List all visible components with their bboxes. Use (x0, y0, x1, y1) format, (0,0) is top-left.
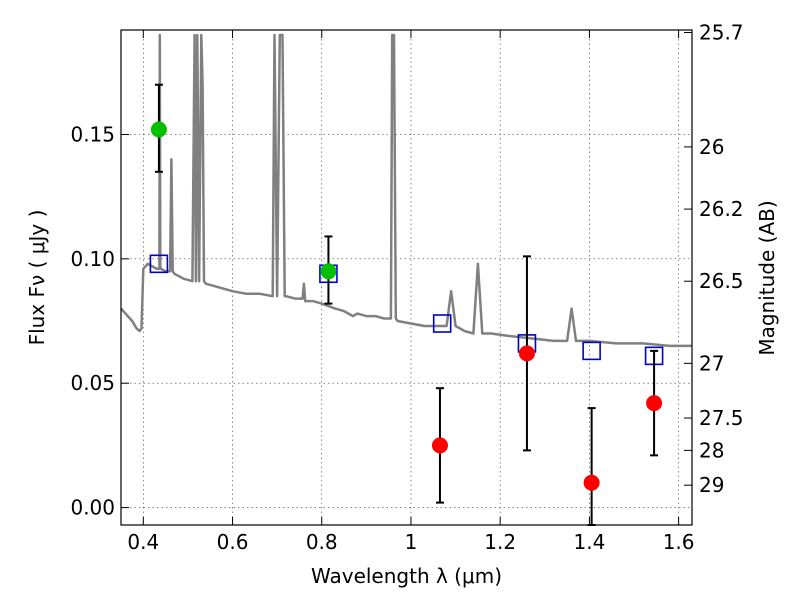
non-detection-point (518, 345, 535, 362)
y2-tick-label: 25.7 (699, 20, 744, 44)
grid-lines (121, 30, 692, 525)
model-photometry-square (582, 341, 601, 361)
y2-tick-label: 27.5 (699, 406, 744, 430)
y-tick-label: 0.05 (70, 371, 115, 395)
x-tick-label: 1.6 (663, 530, 695, 554)
x-axis-label: Wavelength λ (μm) (311, 564, 502, 588)
y2-tick-label: 26.2 (699, 197, 744, 221)
plot-frame (120, 29, 693, 526)
y2-tick-label: 28 (699, 438, 724, 462)
y2-tick-label: 26.5 (699, 269, 744, 293)
x-tick-label: 1 (405, 530, 418, 554)
x-tick-label: 0.8 (306, 530, 338, 554)
x-tick-label: 0.4 (127, 530, 159, 554)
y2-tick-label: 26 (699, 135, 724, 159)
axis-ticks: 0.4 0.6 0.8 1 1.2 1.4 1.6 0.00 0.05 0.10 0.15 25.7 2… (70, 20, 743, 554)
non-detection-point (583, 474, 600, 491)
y2-tick-label: 29 (699, 473, 724, 497)
non-detection-point (431, 437, 448, 454)
model-spectrum-layer (120, 33, 692, 348)
y2-axis-label: Magnitude (AB) (755, 200, 779, 355)
y-tick-label: 0.00 (70, 496, 115, 520)
non-detection-point (646, 395, 663, 412)
y-axis-label: Flux Fν ( μJy ) (25, 210, 49, 346)
data-markers-layer (149, 83, 664, 526)
detection-point (320, 263, 337, 280)
x-tick-label: 0.6 (217, 530, 249, 554)
x-tick-label: 1.4 (573, 530, 605, 554)
model-photometry-square (149, 254, 169, 274)
detection-point (150, 121, 167, 138)
model-photometry-square (432, 314, 452, 333)
y-tick-label: 0.15 (70, 122, 115, 146)
y2-tick-label: 27 (699, 351, 724, 375)
model-spectrum-line (120, 33, 692, 348)
x-tick-label: 1.2 (484, 530, 516, 554)
y-tick-label: 0.10 (70, 247, 115, 271)
